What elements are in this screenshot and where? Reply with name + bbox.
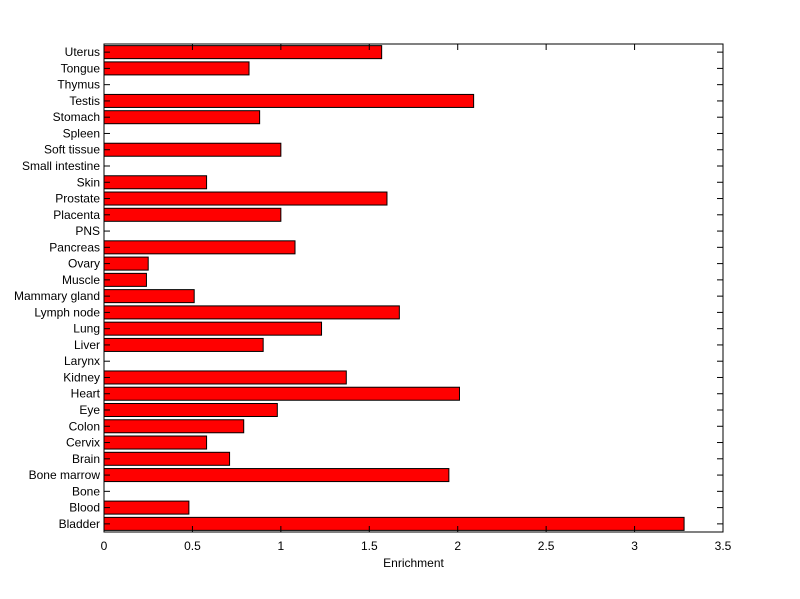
y-tick-label: Brain <box>72 452 100 466</box>
y-tick-label: Bladder <box>59 517 100 531</box>
bar-lymph-node <box>103 305 400 320</box>
x-axis-title: Enrichment <box>383 556 444 570</box>
y-tick-label: Lymph node <box>34 305 100 319</box>
y-tick-label: Blood <box>69 501 100 515</box>
y-tick-label: Bone marrow <box>29 468 101 482</box>
y-tick-label: Uterus <box>65 45 100 59</box>
plot-area-frame <box>103 43 724 533</box>
bar-colon <box>103 419 245 434</box>
bar-tongue <box>103 61 250 76</box>
y-tick-label: Heart <box>71 387 101 401</box>
bar-heart <box>103 386 460 401</box>
y-tick-label: Stomach <box>53 110 100 124</box>
y-tick-label: PNS <box>75 224 100 238</box>
bar-liver <box>103 337 264 352</box>
bar-blood <box>103 500 190 515</box>
ticks-group <box>103 44 724 532</box>
bar-placenta <box>103 207 282 222</box>
bar-brain <box>103 451 231 466</box>
y-tick-label: Mammary gland <box>14 289 100 303</box>
y-tick-label: Bone <box>72 484 100 498</box>
labels-group: Bladder Blood Bone Bone marrow Brain Cervix Co… <box>14 45 732 553</box>
x-tick-label: 3 <box>631 539 638 553</box>
x-tick-label: 0 <box>101 539 108 553</box>
x-tick-label: 0.5 <box>184 539 201 553</box>
bar-uterus <box>103 45 383 60</box>
bar-mammary-gland <box>103 289 195 304</box>
x-tick-label: 1 <box>278 539 285 553</box>
y-tick-label: Larynx <box>64 354 100 368</box>
y-tick-label: Tongue <box>61 61 101 75</box>
bar-ovary <box>103 256 149 271</box>
bar-stomach <box>103 110 261 125</box>
bar-testis <box>103 93 475 108</box>
y-tick-label: Lung <box>73 322 100 336</box>
y-tick-label: Colon <box>69 419 100 433</box>
bars-group <box>103 45 685 531</box>
bar-eye <box>103 402 278 418</box>
bar-bladder <box>103 516 685 531</box>
bar-muscle <box>103 272 147 287</box>
y-tick-label: Skin <box>77 175 100 189</box>
y-tick-label: Ovary <box>68 257 100 271</box>
y-tick-label: Soft tissue <box>44 143 100 157</box>
y-tick-label: Cervix <box>66 436 100 450</box>
bar-kidney <box>103 370 347 385</box>
y-tick-label: Kidney <box>63 370 100 384</box>
y-tick-label: Eye <box>79 403 100 417</box>
y-tick-label: Spleen <box>63 126 100 140</box>
y-tick-label: Prostate <box>55 192 100 206</box>
x-tick-label: 2 <box>454 539 461 553</box>
y-tick-label: Muscle <box>62 273 100 287</box>
y-tick-label: Liver <box>74 338 100 352</box>
bar-prostate <box>103 191 388 206</box>
x-tick-label: 1.5 <box>361 539 378 553</box>
bar-soft-tissue <box>103 142 282 157</box>
bar-cervix <box>103 435 208 450</box>
bar-skin <box>103 175 208 190</box>
x-tick-label: 3.5 <box>715 539 732 553</box>
bar-bone-marrow <box>103 468 450 483</box>
bar-pancreas <box>103 240 296 255</box>
y-tick-label: Placenta <box>53 208 100 222</box>
y-tick-label: Small intestine <box>22 159 100 173</box>
bar-lung <box>103 321 323 336</box>
y-tick-label: Thymus <box>57 78 100 92</box>
x-tick-label: 2.5 <box>538 539 555 553</box>
y-tick-label: Testis <box>69 94 100 108</box>
y-tick-label: Pancreas <box>49 240 100 254</box>
